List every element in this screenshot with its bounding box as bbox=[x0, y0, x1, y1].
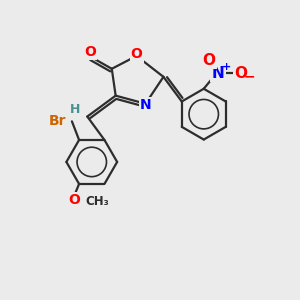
Text: O: O bbox=[234, 66, 247, 81]
Text: −: − bbox=[243, 70, 255, 84]
Text: N: N bbox=[140, 98, 151, 112]
Text: O: O bbox=[202, 53, 216, 68]
Text: N: N bbox=[212, 66, 224, 81]
Text: CH₃: CH₃ bbox=[86, 195, 110, 208]
Text: +: + bbox=[222, 62, 231, 72]
Text: O: O bbox=[68, 193, 80, 207]
Text: O: O bbox=[84, 45, 96, 59]
Text: Br: Br bbox=[48, 114, 66, 128]
Text: H: H bbox=[70, 103, 80, 116]
Text: O: O bbox=[130, 47, 142, 61]
